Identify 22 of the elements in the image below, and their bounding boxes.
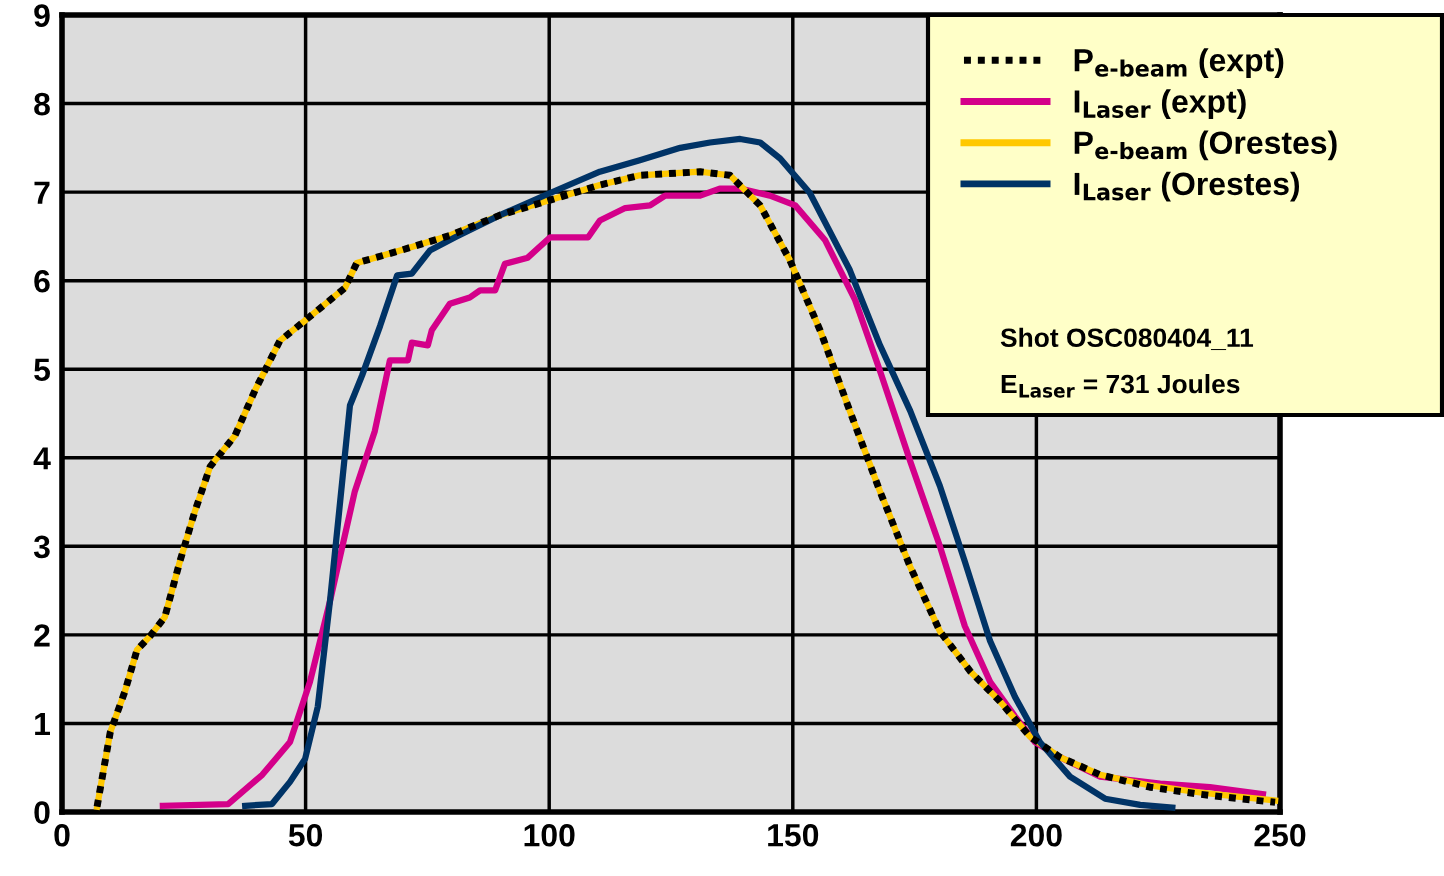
x-tick-label: 200 bbox=[1010, 823, 1062, 847]
y-tick-label: 6 bbox=[34, 269, 50, 293]
y-tick-label: 9 bbox=[34, 4, 50, 27]
y-tick-label: 8 bbox=[34, 92, 50, 116]
y-tick-label: 4 bbox=[33, 447, 51, 470]
y-tick-label: 3 bbox=[33, 535, 50, 559]
x-tick-label: 50 bbox=[288, 823, 323, 847]
annotation: E$_{Laser}$ = 731 Joules bbox=[1001, 373, 1240, 398]
annotation: Shot OSC080404_11 bbox=[1000, 327, 1254, 351]
legend-label: P$_{e-beam}$ (Orestes) bbox=[1074, 130, 1337, 161]
y-tick-label: 7 bbox=[34, 181, 50, 204]
x-tick-label: 0 bbox=[54, 823, 70, 847]
y-tick-label: 1 bbox=[35, 713, 50, 736]
x-tick-label: 250 bbox=[1254, 823, 1306, 847]
legend-label: P$_{e-beam}$ (expt) bbox=[1074, 48, 1284, 78]
legend-label: I$_{Laser}$ (Orestes) bbox=[1074, 171, 1300, 202]
legend-label: I$_{Laser}$ (expt) bbox=[1074, 89, 1246, 120]
x-tick-label: 150 bbox=[768, 823, 819, 847]
y-tick-label: 2 bbox=[34, 624, 50, 647]
y-tick-label: 5 bbox=[34, 358, 50, 382]
x-tick-label: 100 bbox=[524, 823, 575, 847]
y-tick-label: 0 bbox=[34, 801, 50, 824]
